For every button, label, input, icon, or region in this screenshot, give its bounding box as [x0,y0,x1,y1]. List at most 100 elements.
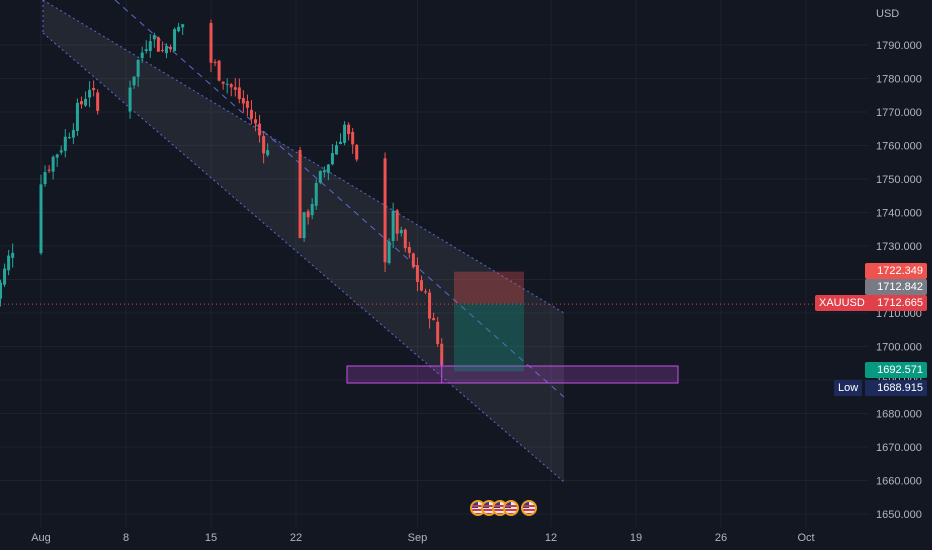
candle-body [140,52,144,59]
candle-body [148,41,152,51]
candle-body [322,170,326,173]
candle-body [233,87,237,90]
y-tick-label: 1780.000 [876,74,922,86]
short-position-tool [454,271,524,372]
x-tick-label: Aug [31,532,51,544]
candle-body [249,109,253,119]
descending-channel[interactable] [42,0,565,483]
candle-body [63,136,67,151]
grid-lines [0,0,868,527]
channel-median-line [114,0,565,398]
candle-body [326,164,330,173]
candle-body [59,150,63,153]
y-tick-label: 1790.000 [876,40,922,52]
candle-body [229,84,233,88]
candle-body [11,252,15,258]
candle-body [221,81,225,84]
y-tick-label: 1680.000 [876,409,922,421]
candle-body [7,255,11,271]
candle-body [347,124,351,135]
channel-fill [43,0,564,482]
candle-body [237,87,241,100]
time-axis: Aug 8 15 22 Sep 12 19 26 Oct [31,532,814,544]
candle-body [258,123,262,136]
candle-body [424,291,428,293]
support-zone [346,365,679,384]
candle-body [351,131,355,145]
x-tick-label: 26 [715,532,727,544]
candle-body [132,76,136,86]
candle-body [436,321,440,344]
x-tick-label: 12 [545,532,557,544]
candle-body [399,230,403,234]
x-tick-label: 15 [205,532,217,544]
candle-body [173,29,177,52]
y-tick-label: 1670.000 [876,442,922,454]
x-tick-label: 19 [630,532,642,544]
candle-body [318,171,322,183]
candle-body [391,210,395,241]
channel-upper-line [42,0,565,314]
axis-currency-label: USD [876,8,899,20]
symbol-tag: XAUUSD [815,295,869,311]
candle-body [79,101,83,105]
candle-body [75,102,79,131]
candle-body [428,292,432,319]
last-price-badge: 1712.665 [865,295,927,311]
candle-body [71,130,75,138]
candle-body [67,137,71,139]
candle-body [0,282,3,299]
x-tick-label: 8 [123,532,129,544]
candle-body [43,172,47,185]
candle-body [144,49,148,52]
x-tick-label: Oct [797,532,814,544]
candle-body [209,23,213,63]
y-tick-label: 1740.000 [876,208,922,220]
stop-loss-price-badge: 1722.349 [865,263,927,279]
candle-body [3,268,7,285]
y-tick-label: 1710.000 [876,308,922,320]
y-tick-label: 1730.000 [876,241,922,253]
support-zone-box [346,365,679,384]
candle-body [164,46,168,54]
candle-body [160,49,164,51]
candle-body [411,253,415,268]
candle-body [343,124,347,143]
candle-body [415,265,419,282]
candle-body [181,24,185,28]
entry-price-badge: 1712.842 [865,279,927,295]
candle-body [217,60,221,81]
candle-body [152,35,156,40]
candle-body [403,229,407,249]
candle-body [254,119,258,124]
candle-body [266,150,270,156]
candle-body [213,62,217,64]
candlestick-series [0,19,444,384]
us-flag-event-icon[interactable] [521,500,537,516]
candle-body [355,144,359,160]
candle-body [92,88,96,91]
candle-body [241,98,245,104]
candle-body [55,154,59,158]
candle-body [245,101,249,108]
candle-body [225,83,229,85]
candle-body [262,136,266,154]
stop-loss-area [454,271,524,304]
candle-body [339,141,343,145]
take-profit-price-badge: 1692.571 [865,362,927,378]
y-tick-label: 1750.000 [876,174,922,186]
candle-body [39,184,43,254]
candle-body [310,204,314,216]
candle-body [314,182,318,206]
candle-body [334,145,338,155]
candle-body [169,46,173,50]
us-flag-event-icon[interactable] [503,500,519,516]
x-tick-label: Sep [408,532,428,544]
candle-body [330,153,334,165]
candle-body [395,210,399,234]
y-tick-label: 1650.000 [876,509,922,521]
candle-body [440,343,444,366]
candle-body [84,98,88,106]
